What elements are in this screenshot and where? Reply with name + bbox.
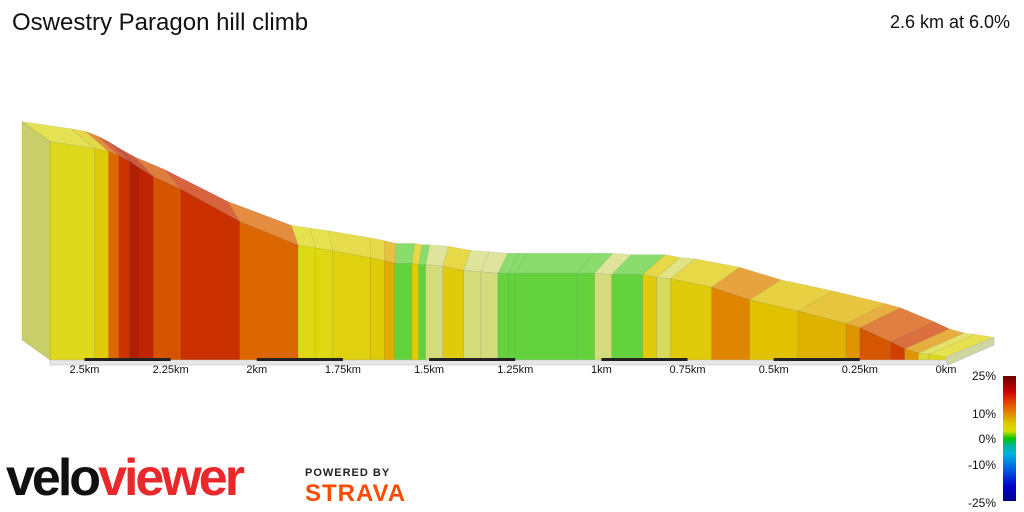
- gradient-band: [670, 278, 712, 361]
- distance-tick-label: 0.5km: [759, 364, 789, 376]
- segment-title: Oswestry Paragon hill climb: [12, 9, 309, 36]
- profile-start-face: [21, 121, 51, 361]
- profile-base-strip: [21, 121, 995, 366]
- distance-tick-label: 0km: [936, 364, 957, 376]
- distance-tick-label: 1.5km: [414, 364, 444, 376]
- legend-label-10: 10%: [971, 407, 996, 421]
- gradient-band-top: [655, 257, 696, 280]
- gradient-band: [418, 264, 426, 361]
- gradient-band: [49, 141, 96, 361]
- gradient-band: [239, 220, 299, 361]
- gradient-band: [656, 277, 671, 361]
- gradient-band-top: [411, 243, 423, 266]
- powered-by-label: POWERED BY: [305, 467, 391, 479]
- gradient-band: [497, 272, 509, 361]
- gradient-band: [394, 263, 413, 361]
- gradient-band: [108, 150, 120, 361]
- gradient-band: [463, 270, 482, 361]
- gradient-band: [139, 167, 154, 361]
- gradient-band: [508, 272, 516, 361]
- gradient-band: [711, 286, 750, 361]
- gradient-band-top: [797, 290, 887, 324]
- strava-logo: STRAVA: [305, 480, 407, 507]
- legend-label-minus-10: -10%: [967, 458, 996, 472]
- gradient-band-top: [383, 240, 397, 264]
- gradient-band-top: [593, 252, 633, 275]
- gradient-bands: [21, 121, 996, 361]
- gradient-band: [383, 260, 395, 361]
- gradient-band: [594, 272, 613, 361]
- gradient-band: [128, 160, 140, 361]
- gradient-band: [297, 244, 316, 361]
- distance-tick-label: 1km: [591, 364, 612, 376]
- legend-label-25: 25%: [971, 369, 996, 383]
- distance-tick-label: 2.5km: [69, 364, 99, 376]
- gradient-band: [332, 250, 371, 361]
- gradient-band-top: [369, 237, 385, 261]
- distance-tick-label: 2km: [246, 364, 267, 376]
- gradient-band: [845, 323, 861, 361]
- legend-label-0: 0%: [978, 432, 996, 446]
- legend-label-minus-25: -25%: [967, 496, 996, 510]
- gradient-band: [576, 272, 595, 361]
- logo-part-viewer: viewer: [98, 449, 245, 507]
- veloviewer-logo: veloviewer: [6, 448, 245, 508]
- gradient-band: [315, 247, 333, 361]
- gradient-band: [442, 265, 464, 361]
- gradient-band: [370, 257, 385, 361]
- segment-summary: 2.6 km at 6.0%: [889, 12, 1010, 32]
- gradient-band: [425, 264, 444, 361]
- gradient-band: [514, 272, 578, 361]
- distance-tick-label: 1.25km: [497, 364, 533, 376]
- gradient-band: [642, 274, 657, 361]
- gradient-band: [94, 148, 109, 361]
- gradient-band: [918, 352, 930, 361]
- distance-tick-labels: 2.5km 2.25km 2km 1.75km 1.5km 1.25km 1km 0.75km…: [69, 364, 956, 376]
- distance-tick-label: 1.75km: [325, 364, 361, 376]
- distance-tick-label: 0.25km: [842, 364, 878, 376]
- gradient-band: [153, 176, 182, 361]
- gradient-color-scale: [1003, 376, 1016, 501]
- gradient-band: [611, 274, 644, 361]
- gradient-band-top: [226, 200, 299, 246]
- distance-tick-label: 2.25km: [153, 364, 189, 376]
- distance-tick-label: 0.75km: [669, 364, 705, 376]
- logo-part-velo: velo: [6, 449, 101, 507]
- gradient-band: [118, 155, 130, 361]
- gradient-band: [411, 263, 420, 361]
- gradient-band: [480, 271, 499, 361]
- gradient-band-top: [394, 243, 415, 264]
- profile-end-face: [945, 336, 995, 366]
